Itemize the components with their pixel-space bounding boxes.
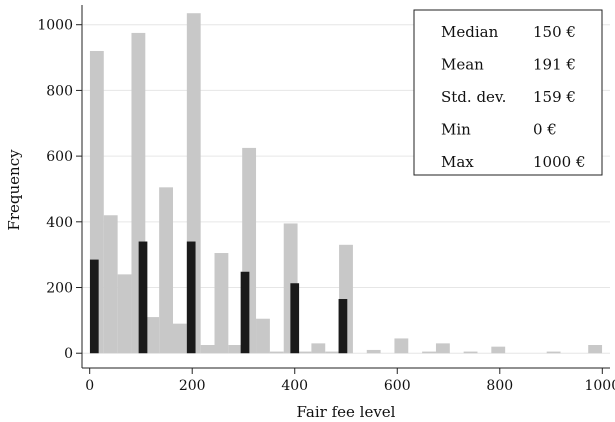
y-tick-label: 1000 bbox=[37, 18, 73, 34]
histogram-bar bbox=[338, 299, 348, 354]
histogram-bar bbox=[214, 253, 229, 354]
x-tick-label: 400 bbox=[281, 378, 308, 394]
stats-label: Mean bbox=[441, 56, 484, 74]
histogram-bar bbox=[463, 351, 478, 354]
histogram-bar bbox=[117, 274, 132, 354]
x-tick-label: 200 bbox=[179, 378, 206, 394]
histogram-bar bbox=[269, 351, 284, 354]
histogram-bar bbox=[394, 338, 409, 354]
y-axis-title: Frequency bbox=[5, 149, 23, 231]
histogram-bar bbox=[89, 259, 99, 354]
bars bbox=[89, 13, 603, 354]
axes bbox=[81, 5, 610, 369]
tick-labels: 0 200 400 600 800 1000 0 200 400 600 800 1000 bbox=[37, 18, 615, 394]
histogram-bar bbox=[297, 351, 312, 354]
histogram-bar bbox=[228, 345, 243, 354]
stats-label: Max bbox=[441, 153, 474, 171]
x-tick-label: 600 bbox=[384, 378, 411, 394]
stats-value: 191 € bbox=[533, 56, 576, 74]
histogram-bar bbox=[103, 215, 118, 354]
histogram-bar bbox=[145, 317, 160, 354]
histogram-bar bbox=[422, 351, 436, 354]
histogram-bar bbox=[546, 351, 561, 354]
histogram-bar bbox=[491, 346, 506, 354]
y-tick-label: 400 bbox=[46, 215, 73, 231]
stats-value: 0 € bbox=[533, 121, 557, 139]
x-tick-label: 0 bbox=[85, 378, 94, 394]
x-axis-title: Fair fee level bbox=[297, 403, 396, 421]
y-tick-label: 600 bbox=[46, 149, 73, 165]
histogram-bar bbox=[186, 241, 196, 354]
stats-label: Std. dev. bbox=[441, 88, 506, 106]
x-tick-label: 800 bbox=[486, 378, 513, 394]
y-tick-label: 200 bbox=[46, 281, 73, 297]
stats-value: 159 € bbox=[533, 88, 576, 106]
histogram-bar bbox=[256, 318, 270, 354]
y-tick-label: 0 bbox=[64, 346, 73, 362]
histogram-bar bbox=[138, 241, 148, 354]
histogram-bar bbox=[159, 187, 173, 354]
stats-box-frame bbox=[413, 9, 603, 176]
histogram-bar bbox=[588, 345, 603, 354]
stats-label: Min bbox=[441, 121, 471, 139]
stats-value: 1000 € bbox=[533, 153, 586, 171]
histogram-bar bbox=[311, 343, 326, 354]
x-tick-label: 1000 bbox=[584, 378, 615, 394]
histogram-bar bbox=[366, 349, 381, 354]
histogram-bar bbox=[240, 271, 250, 354]
histogram-bar bbox=[325, 351, 340, 354]
histogram-bar bbox=[172, 323, 187, 354]
stats-value: 150 € bbox=[533, 23, 576, 41]
histogram-bar bbox=[200, 345, 215, 354]
histogram-bar bbox=[435, 343, 450, 354]
stats-box: Median 150 € Mean 191 € Std. dev. 159 € Min 0 €… bbox=[413, 9, 603, 176]
y-tick-label: 800 bbox=[46, 83, 73, 99]
histogram-bar bbox=[290, 283, 300, 354]
stats-label: Median bbox=[441, 23, 499, 41]
